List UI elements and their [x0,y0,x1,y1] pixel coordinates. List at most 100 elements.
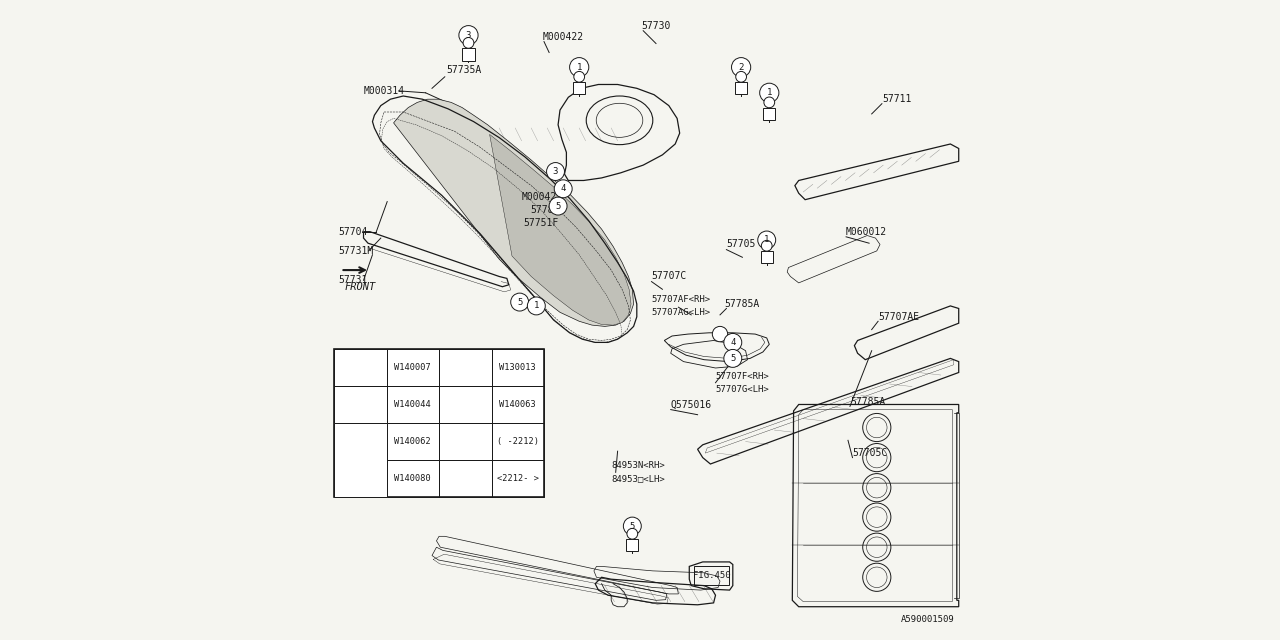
Bar [492,460,544,497]
Text: 57707C: 57707C [652,271,687,282]
Circle shape [549,197,567,215]
Text: 3: 3 [553,167,558,176]
Text: 4: 4 [730,338,736,347]
Text: 1: 1 [576,63,582,72]
Text: 57707AF<RH>: 57707AF<RH> [652,295,710,304]
Text: 57707G<LH>: 57707G<LH> [716,385,769,394]
Text: A590001509: A590001509 [901,615,955,624]
Bar [694,566,730,585]
Text: 57707AG<LH>: 57707AG<LH> [652,308,710,317]
Text: 57705C: 57705C [852,448,888,458]
Circle shape [713,326,727,342]
Bar [626,539,639,552]
Text: 1: 1 [767,88,772,97]
Text: 5: 5 [517,298,522,307]
Bar [763,108,776,120]
Bar [387,460,439,497]
Circle shape [758,231,776,249]
Polygon shape [394,99,634,326]
Circle shape [724,349,742,367]
Circle shape [764,97,774,108]
Text: 57730: 57730 [641,20,671,31]
Bar [439,423,492,460]
Circle shape [760,83,778,102]
Circle shape [348,449,371,472]
Text: W140080: W140080 [394,474,431,483]
Circle shape [454,356,476,379]
Circle shape [511,293,529,311]
Bar [439,386,492,423]
Circle shape [547,163,564,180]
Circle shape [724,333,742,351]
Bar [334,349,387,386]
Text: FRONT: FRONT [344,282,375,292]
Bar [439,349,492,386]
Bar [387,349,439,386]
Bar [462,48,475,61]
Circle shape [762,241,772,251]
Text: 57731M: 57731M [338,246,374,256]
Bar [492,349,544,386]
Text: 57731: 57731 [338,275,367,285]
Bar [334,423,387,460]
Text: 57707AE: 57707AE [878,312,919,322]
Circle shape [627,529,637,539]
Bar [760,251,773,264]
Bar [492,386,544,423]
Text: 5: 5 [730,354,736,363]
Circle shape [573,72,585,82]
Text: 57704: 57704 [338,227,367,237]
Text: 4: 4 [561,184,566,193]
Text: M000422: M000422 [543,32,584,42]
Bar [573,82,585,95]
Circle shape [454,393,476,416]
Text: <2212- >: <2212- > [497,474,539,483]
Text: 2: 2 [739,63,744,72]
Text: 5: 5 [630,522,635,531]
Text: 2: 2 [357,400,364,409]
Text: W140044: W140044 [394,400,431,409]
Text: 3: 3 [466,31,471,40]
Bar [334,423,387,497]
Bar [387,386,439,423]
Text: 1: 1 [357,363,364,372]
Text: 3: 3 [357,456,364,465]
Text: 3: 3 [357,437,364,446]
Bar [439,460,492,497]
Text: 1: 1 [534,301,539,310]
Bar [387,423,439,460]
Text: M060012: M060012 [846,227,887,237]
Polygon shape [490,134,631,325]
Circle shape [348,356,371,379]
Text: 84953N<RH>: 84953N<RH> [612,461,664,470]
Circle shape [348,430,371,453]
Text: W140063: W140063 [499,400,536,409]
Circle shape [348,393,371,416]
Text: 5: 5 [462,400,468,409]
Text: 57705: 57705 [727,239,755,250]
Circle shape [527,297,545,315]
Text: 57751F: 57751F [524,218,559,228]
Text: 57785A: 57785A [530,205,566,215]
Text: 57785A: 57785A [724,299,760,309]
Text: 57707F<RH>: 57707F<RH> [716,372,769,381]
Circle shape [460,26,479,45]
Bar [334,460,387,497]
Circle shape [570,58,589,77]
Text: 5: 5 [556,202,561,211]
Text: W130013: W130013 [499,363,536,372]
Text: 1: 1 [764,236,769,244]
Text: W140007: W140007 [394,363,431,372]
Text: 4: 4 [462,363,468,372]
Text: M000314: M000314 [364,86,404,96]
Circle shape [463,38,474,48]
Circle shape [623,517,641,535]
Bar [492,423,544,460]
Text: 57785A: 57785A [850,397,886,407]
Circle shape [736,72,746,82]
Text: W140062: W140062 [394,437,431,446]
Circle shape [732,58,751,77]
Bar [334,349,544,497]
Text: 57735A: 57735A [447,65,483,75]
Bar [334,386,387,423]
